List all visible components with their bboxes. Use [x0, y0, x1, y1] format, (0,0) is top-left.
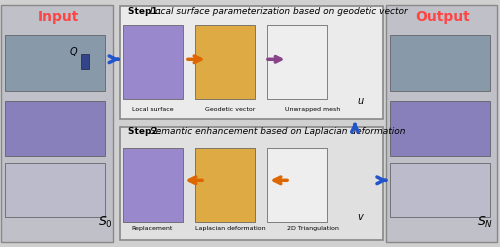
FancyBboxPatch shape	[1, 5, 114, 242]
FancyBboxPatch shape	[386, 5, 497, 242]
Text: Output: Output	[415, 10, 470, 24]
FancyBboxPatch shape	[268, 25, 328, 99]
Bar	[81, 54, 89, 69]
FancyBboxPatch shape	[120, 127, 382, 240]
Text: u: u	[357, 96, 363, 106]
Text: Q: Q	[70, 47, 78, 57]
FancyBboxPatch shape	[390, 163, 490, 217]
Text: Replacement: Replacement	[132, 226, 173, 231]
Text: Laplacian deformation: Laplacian deformation	[194, 226, 266, 231]
Text: 2D Triangulation: 2D Triangulation	[286, 226, 339, 231]
Text: Input: Input	[38, 10, 80, 24]
FancyBboxPatch shape	[122, 148, 182, 222]
Text: v: v	[357, 212, 363, 222]
FancyBboxPatch shape	[5, 101, 105, 156]
FancyBboxPatch shape	[5, 163, 105, 217]
Text: Step2:: Step2:	[128, 127, 164, 136]
Text: Semantic enhancement based on Laplacian deformation: Semantic enhancement based on Laplacian …	[150, 127, 406, 136]
Text: Geodetic vector: Geodetic vector	[205, 107, 255, 112]
FancyBboxPatch shape	[120, 6, 382, 119]
Text: Local surface parameterization based on geodetic vector: Local surface parameterization based on …	[150, 7, 408, 16]
FancyBboxPatch shape	[390, 35, 490, 91]
Text: Unwrapped mesh: Unwrapped mesh	[285, 107, 340, 112]
Text: $S_N$: $S_N$	[477, 215, 493, 230]
Text: $S_0$: $S_0$	[98, 215, 112, 230]
Text: Step1:: Step1:	[128, 7, 164, 16]
FancyBboxPatch shape	[268, 148, 328, 222]
FancyBboxPatch shape	[195, 148, 255, 222]
FancyBboxPatch shape	[390, 101, 490, 156]
FancyBboxPatch shape	[195, 25, 255, 99]
FancyBboxPatch shape	[5, 35, 105, 91]
Text: Local surface: Local surface	[132, 107, 173, 112]
FancyBboxPatch shape	[122, 25, 182, 99]
